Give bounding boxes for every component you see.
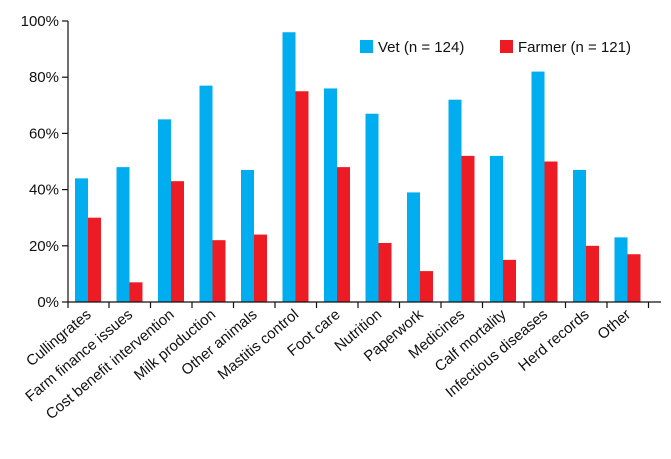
legend-swatch-vet xyxy=(360,40,373,53)
bar-vet-11 xyxy=(531,71,545,302)
bar-farmer-11 xyxy=(544,161,558,302)
bar-vet-6 xyxy=(324,88,337,302)
bar-farmer-9 xyxy=(461,155,475,302)
bar-farmer-8 xyxy=(420,271,433,302)
bar-farmer-1 xyxy=(129,282,143,302)
y-tick-label: 40% xyxy=(29,182,59,199)
bar-vet-0 xyxy=(75,178,88,302)
bar-vet-7 xyxy=(365,113,379,302)
bar-vet-10 xyxy=(490,155,503,302)
y-tick-label: 100% xyxy=(21,13,59,30)
bar-farmer-4 xyxy=(254,234,267,302)
x-category-label: Other xyxy=(594,306,634,343)
legend-label-farmer: Farmer (n = 121) xyxy=(518,39,631,56)
bar-farmer-13 xyxy=(627,254,641,302)
bars xyxy=(75,32,641,303)
bar-farmer-5 xyxy=(295,91,309,302)
bar-vet-4 xyxy=(241,169,254,302)
bar-vet-9 xyxy=(448,99,462,303)
y-tick-label: 80% xyxy=(29,69,59,86)
bar-vet-1 xyxy=(116,167,130,302)
bar-farmer-7 xyxy=(378,242,392,302)
bar-vet-13 xyxy=(614,237,628,302)
bar-vet-3 xyxy=(199,85,213,302)
y-tick-label: 0% xyxy=(37,294,59,311)
bar-farmer-0 xyxy=(88,217,101,302)
y-tick-label: 60% xyxy=(29,125,59,142)
legend-swatch-farmer xyxy=(500,40,513,53)
y-axis-ticks: 0% 20% 40% 60% 80% 100% xyxy=(21,13,68,311)
bar-vet-5 xyxy=(282,32,296,303)
bar-vet-12 xyxy=(573,169,586,302)
bar-farmer-10 xyxy=(503,259,516,302)
bar-farmer-3 xyxy=(212,240,226,302)
bar-vet-8 xyxy=(407,192,420,302)
bar-farmer-2 xyxy=(171,181,184,302)
bar-vet-2 xyxy=(158,119,171,302)
bar-farmer-12 xyxy=(586,245,599,302)
legend-label-vet: Vet (n = 124) xyxy=(378,39,464,56)
bar-farmer-6 xyxy=(337,167,350,302)
y-tick-label: 20% xyxy=(29,238,59,255)
legend: Vet (n = 124) Farmer (n = 121) xyxy=(360,39,631,56)
